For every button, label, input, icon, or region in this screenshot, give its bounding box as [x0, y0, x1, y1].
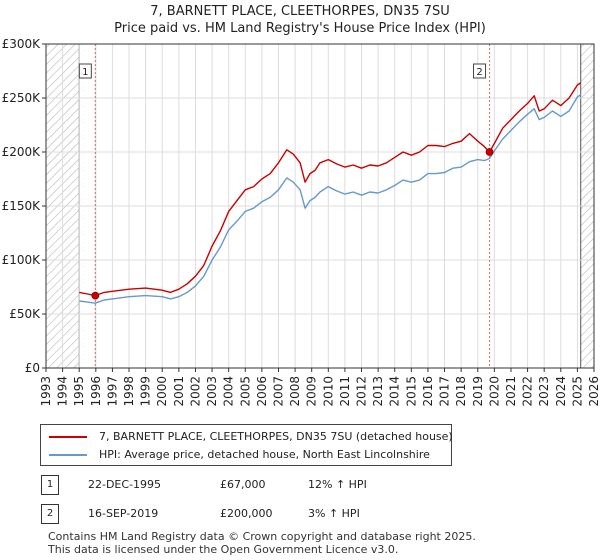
x-tick-label: 2026	[587, 376, 600, 407]
chart-title-address: 7, BARNETT PLACE, CLEETHORPES, DN35 7SU	[150, 4, 450, 19]
x-tick-label: 1995	[72, 376, 86, 407]
x-tick-label: 2004	[222, 376, 236, 407]
gridlines	[45, 43, 595, 369]
legend-label-hpi: HPI: Average price, detached house, Nort…	[99, 448, 430, 461]
x-tick-label: 2010	[321, 376, 335, 407]
x-tick-label: 2000	[155, 376, 169, 407]
sale-label: 1	[82, 67, 88, 78]
x-tick-label: 2006	[255, 376, 269, 407]
x-tick-label: 2013	[371, 376, 385, 407]
footer-copyright: Contains HM Land Registry data © Crown c…	[48, 530, 476, 543]
x-tick-label: 1999	[139, 376, 153, 407]
x-tick-label: 2024	[554, 376, 568, 407]
sale-row: 1 22-DEC-1995 £67,000 12% ↑ HPI	[40, 474, 580, 496]
x-tick-label: 2020	[487, 376, 501, 407]
plot-border	[45, 43, 595, 369]
sale-hpi-change: 12% ↑ HPI	[308, 478, 367, 491]
series-line-property	[79, 82, 582, 297]
sale-date: 16-SEP-2019	[88, 507, 159, 520]
legend-swatch-property	[49, 436, 87, 438]
y-tick-label: £0	[25, 361, 40, 375]
x-tick-label: 2018	[454, 376, 468, 407]
sale-number-badge: 2	[41, 504, 59, 524]
y-tick-label: £250K	[2, 91, 42, 105]
series-lines	[79, 82, 582, 304]
x-tick-label: 1998	[122, 376, 136, 407]
x-tick-label: 1993	[39, 376, 53, 407]
sale-label: 2	[476, 67, 482, 78]
sale-row: 2 16-SEP-2019 £200,000 3% ↑ HPI	[40, 503, 580, 525]
x-tick-label: 2021	[504, 376, 518, 407]
y-tick-label: £300K	[2, 37, 42, 51]
x-tick-label: 2012	[355, 376, 369, 407]
sale-point	[91, 291, 100, 300]
x-tick-label: 2002	[188, 376, 202, 407]
x-tick-label: 2008	[288, 376, 302, 407]
x-tick-label: 2025	[570, 376, 584, 407]
legend-swatch-hpi	[49, 454, 87, 456]
x-tick-label: 2016	[421, 376, 435, 407]
x-tick-label: 2022	[521, 376, 535, 407]
sale-hpi-change: 3% ↑ HPI	[308, 507, 360, 520]
x-tick-label: 2001	[172, 376, 186, 407]
sale-number-badge: 1	[41, 475, 59, 495]
x-tick-label: 1997	[105, 376, 119, 407]
y-tick-label: £100K	[2, 253, 42, 267]
y-tick-label: £150K	[2, 199, 42, 213]
y-tick-label: £200K	[2, 145, 42, 159]
sale-price: £67,000	[220, 478, 266, 491]
series-line-hpi	[79, 94, 582, 304]
x-tick-label: 1994	[56, 376, 70, 407]
x-tick-label: 2014	[388, 376, 402, 407]
x-tick-label: 2019	[471, 376, 485, 407]
legend-label-property: 7, BARNETT PLACE, CLEETHORPES, DN35 7SU …	[99, 430, 453, 443]
y-tick-label: £50K	[9, 307, 41, 321]
footer-licence: This data is licensed under the Open Gov…	[48, 543, 399, 556]
sale-point	[485, 148, 494, 156]
sale-price: £200,000	[220, 507, 273, 520]
x-tick-label: 2005	[238, 376, 252, 407]
legend: 7, BARNETT PLACE, CLEETHORPES, DN35 7SU …	[40, 424, 453, 466]
sale-label-box	[78, 63, 92, 79]
x-tick-label: 2003	[205, 376, 219, 407]
axes: 1993 1994 1995 1996 1997 1998 1999 2000 2001 2002…	[2, 37, 600, 407]
chart-title-subtitle: Price paid vs. HM Land Registry's House …	[114, 21, 486, 36]
x-tick-label: 2009	[305, 376, 319, 407]
x-tick-label: 2011	[338, 376, 352, 407]
x-tick-label: 2023	[537, 376, 551, 407]
sale-label-box	[473, 63, 487, 79]
sale-date: 22-DEC-1995	[88, 478, 162, 491]
sale-vlines	[94, 44, 491, 368]
x-tick-label: 2017	[438, 376, 452, 407]
x-tick-label: 1996	[89, 376, 103, 407]
x-tick-label: 2007	[271, 376, 285, 407]
x-tick-label: 2015	[404, 376, 418, 407]
